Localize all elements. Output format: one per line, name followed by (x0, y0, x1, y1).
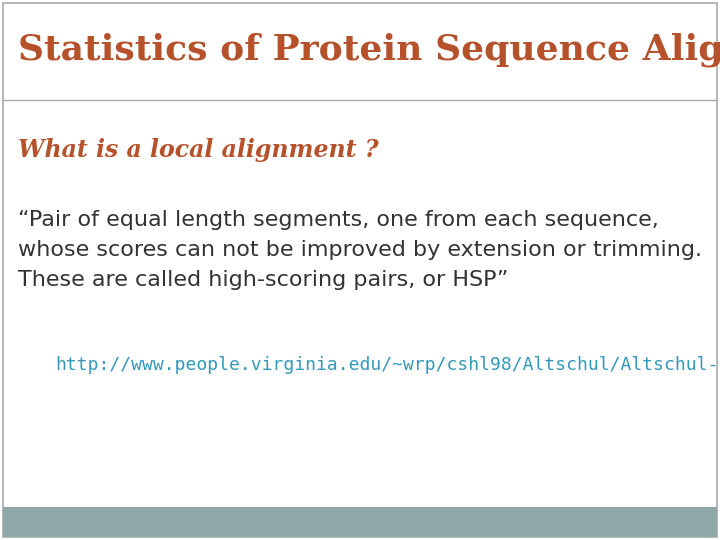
Text: Statistics of Protein Sequence Alignment: Statistics of Protein Sequence Alignment (18, 33, 720, 68)
Text: “Pair of equal length segments, one from each sequence,
whose scores can not be : “Pair of equal length segments, one from… (18, 210, 702, 291)
Bar (3, 507, 717, 537)
Text: What is a local alignment ?: What is a local alignment ? (18, 138, 379, 162)
Text: http://www.people.virginia.edu/~wrp/cshl98/Altschul/Altschul-1.html: http://www.people.virginia.edu/~wrp/cshl… (55, 356, 720, 374)
